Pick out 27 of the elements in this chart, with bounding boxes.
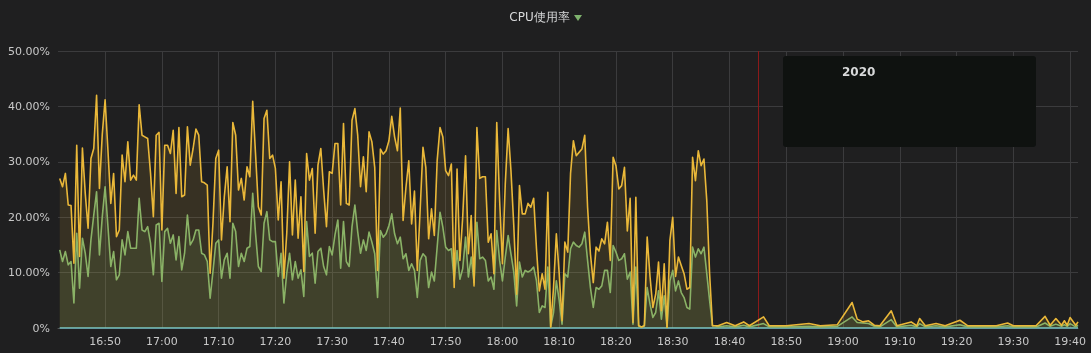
x-tick-label: 17:00 <box>146 335 178 348</box>
x-tick-label: 18:20 <box>600 335 632 348</box>
x-tick-label: 19:30 <box>997 335 1030 348</box>
tooltip-panel: 2020 <box>783 56 1036 147</box>
x-tick-label: 17:10 <box>202 335 235 348</box>
y-tick-label: 0% <box>32 321 50 335</box>
x-tick-label: 18:00 <box>486 335 519 348</box>
x-tick-label: 18:30 <box>656 335 689 348</box>
x-tick-label: 19:40 <box>1054 335 1086 348</box>
x-tick-label: 17:20 <box>259 335 292 348</box>
x-tick-label: 19:10 <box>883 335 916 348</box>
y-tick-label: 20.00% <box>8 210 50 224</box>
chart-title: CPU使用率 <box>509 10 570 24</box>
x-tick-label: 16:50 <box>89 335 121 348</box>
x-tick-label: 18:40 <box>713 335 746 348</box>
x-tick-label: 18:10 <box>543 335 576 348</box>
y-tick-label: 10.00% <box>8 266 50 280</box>
x-tick-label: 19:00 <box>827 335 859 348</box>
x-tick-label: 17:30 <box>316 335 349 348</box>
x-tick-label: 17:40 <box>373 335 405 348</box>
y-tick-label: 30.00% <box>8 155 50 169</box>
y-tick-label: 40.00% <box>8 99 50 113</box>
x-tick-label: 19:20 <box>940 335 973 348</box>
y-tick-label: 50.00% <box>8 44 50 58</box>
x-tick-label: 17:50 <box>429 335 462 348</box>
annotation: 2020 <box>842 65 876 79</box>
x-tick-label: 18:50 <box>770 335 803 348</box>
